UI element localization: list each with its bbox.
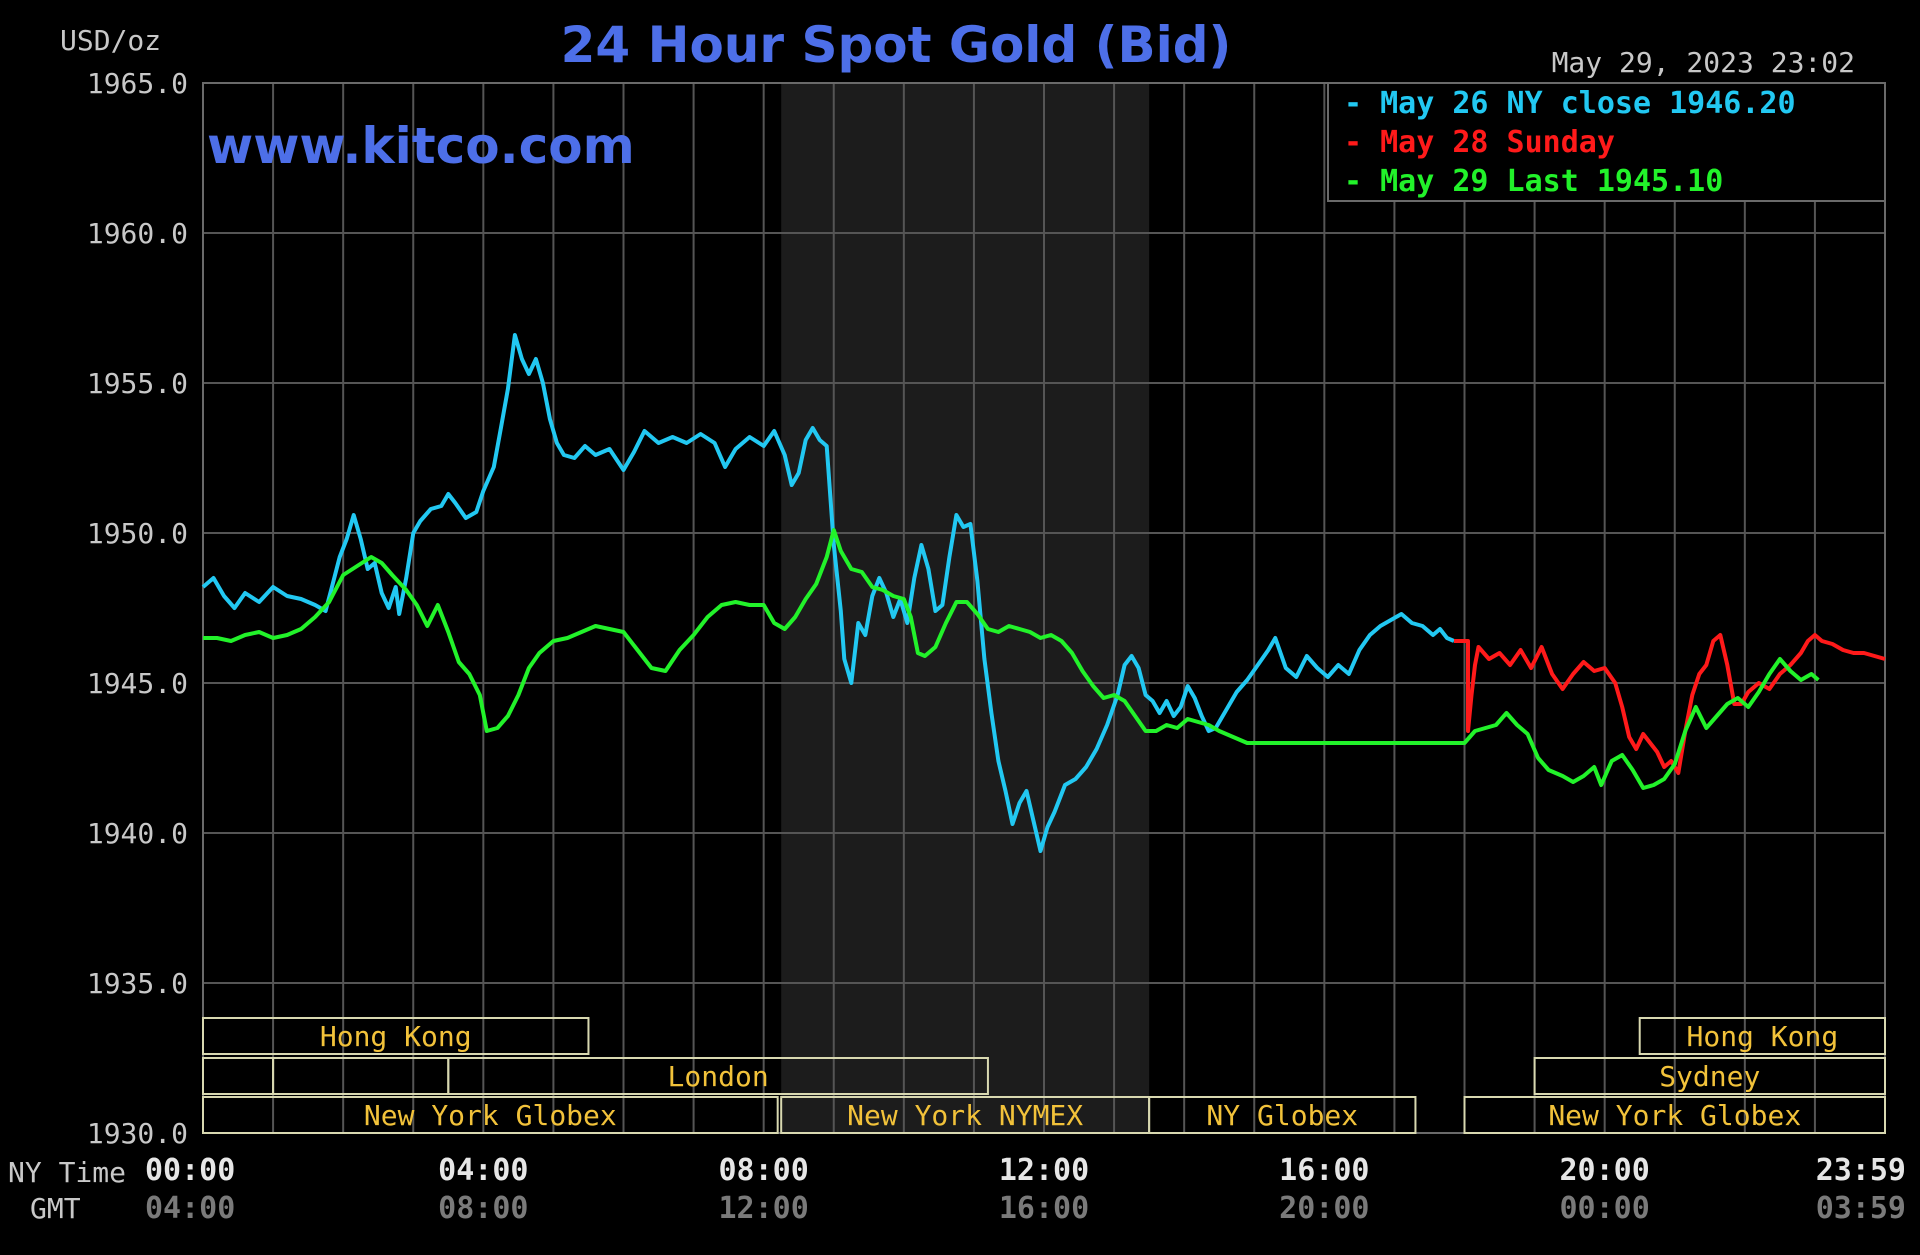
y-tick-label: 1955.0 <box>87 367 188 400</box>
legend-entry: - May 28 Sunday <box>1344 125 1615 160</box>
x-axis-label-ny: NY Time <box>8 1156 126 1189</box>
market-session-label: NY Globex <box>1206 1099 1358 1132</box>
timestamp: May 29, 2023 23:02 <box>1552 46 1855 79</box>
x-tick-label-gmt: 03:59 <box>1816 1191 1906 1226</box>
series-line <box>203 528 1820 790</box>
market-session-box <box>202 1017 590 1055</box>
x-tick-label-ny: 08:00 <box>719 1153 809 1188</box>
x-tick-label-gmt: 00:00 <box>1560 1191 1650 1226</box>
shaded-nymex-region <box>781 83 1150 1133</box>
x-tick-label-gmt: 20:00 <box>1279 1191 1369 1226</box>
y-tick-label: 1965.0 <box>87 67 188 100</box>
market-session-box <box>447 1057 989 1095</box>
market-session-box <box>1533 1057 1887 1095</box>
market-session-box <box>202 1096 779 1134</box>
chart-title: 24 Hour Spot Gold (Bid) <box>561 16 1232 74</box>
y-tick-label: 1945.0 <box>87 667 188 700</box>
series-line <box>201 333 1455 853</box>
market-session-label: Hong Kong <box>320 1020 472 1053</box>
y-tick-label: 1935.0 <box>87 967 188 1000</box>
market-session-label: New York Globex <box>364 1099 617 1132</box>
market-session-box <box>1463 1096 1886 1134</box>
legend-entry: - May 26 NY close 1946.20 <box>1344 86 1796 121</box>
x-tick-label-ny: 20:00 <box>1560 1153 1650 1188</box>
y-tick-label: 1960.0 <box>87 217 188 250</box>
watermark-text: www.kitco.com <box>207 117 635 175</box>
x-tick-label-gmt: 08:00 <box>438 1191 528 1226</box>
y-tick-label: 1950.0 <box>87 517 188 550</box>
x-tick-label-ny: 16:00 <box>1279 1153 1369 1188</box>
market-session-box <box>1148 1096 1417 1134</box>
x-tick-label-ny: 00:00 <box>145 1153 235 1188</box>
market-session-label: New York Globex <box>1548 1099 1801 1132</box>
x-tick-label-ny: 04:00 <box>438 1153 528 1188</box>
market-session-label: London <box>668 1060 769 1093</box>
y-tick-label: 1940.0 <box>87 817 188 850</box>
market-session-label: New York NYMEX <box>847 1099 1083 1132</box>
market-session-label: Sydney <box>1659 1060 1760 1093</box>
x-tick-label-gmt: 16:00 <box>999 1191 1089 1226</box>
x-tick-label-gmt: 04:00 <box>145 1191 235 1226</box>
units-label: USD/oz <box>60 24 161 57</box>
series-line <box>1454 633 1886 775</box>
x-tick-label-ny: 12:00 <box>999 1153 1089 1188</box>
legend-box <box>1327 82 1886 202</box>
legend-entry: - May 29 Last 1945.10 <box>1344 164 1723 199</box>
market-session-box <box>1638 1017 1887 1055</box>
x-tick-label-gmt: 12:00 <box>719 1191 809 1226</box>
x-tick-label-ny: 23:59 <box>1816 1153 1906 1188</box>
y-tick-label: 1930.0 <box>87 1117 188 1150</box>
market-session-label: Hong Kong <box>1686 1020 1838 1053</box>
x-axis-label-gmt: GMT <box>30 1192 81 1225</box>
